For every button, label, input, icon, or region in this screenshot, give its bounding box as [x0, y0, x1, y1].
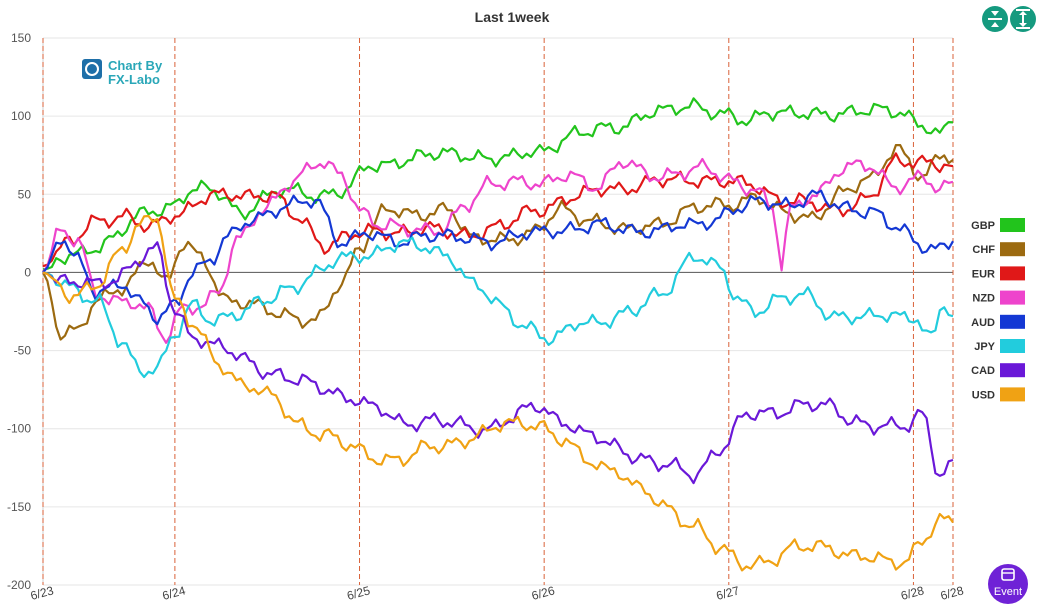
- legend-item-cad[interactable]: CAD: [971, 363, 1025, 378]
- y-tick-label: -150: [7, 500, 31, 514]
- legend-item-usd[interactable]: USD: [972, 387, 1025, 402]
- y-tick-label: 0: [24, 265, 31, 279]
- x-tick-label: 6/25: [345, 583, 371, 603]
- legend-swatch: [1000, 314, 1025, 329]
- y-tick-label: -200: [7, 578, 31, 592]
- legend-item-jpy[interactable]: JPY: [974, 339, 1025, 353]
- series-line-aud: [42, 189, 954, 326]
- legend-label: GBP: [971, 220, 995, 232]
- x-tick-label: 6/24: [161, 583, 187, 603]
- x-tick-label: 6/28: [899, 583, 925, 603]
- logo-text-line1: Chart By: [108, 58, 163, 73]
- logo-text-line2: FX-Labo: [108, 72, 160, 87]
- legend-swatch: [1000, 363, 1025, 378]
- y-tick-labels: 150 100 50 0 -50 -100 -150 -200: [7, 31, 31, 592]
- compress-vertical-button[interactable]: [982, 6, 1008, 32]
- legend-label: EUR: [972, 268, 995, 280]
- legend-label: AUD: [971, 317, 995, 329]
- legend-item-aud[interactable]: AUD: [971, 314, 1025, 329]
- series-line-cad: [42, 241, 954, 485]
- legend-swatch: [1000, 290, 1025, 305]
- x-tick-label: 6/26: [530, 583, 556, 603]
- calendar-icon: [1001, 568, 1015, 581]
- legend-item-chf[interactable]: CHF: [972, 242, 1025, 257]
- legend-swatch: [1000, 339, 1025, 353]
- legend-swatch: [1000, 387, 1025, 402]
- legend-label: NZD: [972, 293, 995, 305]
- legend: GBP CHF EUR NZD AUD JPY CAD USD: [971, 218, 1025, 402]
- legend-swatch: [1000, 266, 1025, 281]
- magnifier-icon: [85, 62, 99, 76]
- y-tick-label: 100: [11, 109, 31, 123]
- expand-vertical-button[interactable]: [1010, 6, 1036, 32]
- legend-item-gbp[interactable]: GBP: [971, 218, 1025, 232]
- y-tick-label: 50: [18, 187, 32, 201]
- y-tick-label: -50: [14, 344, 32, 358]
- legend-swatch: [1000, 242, 1025, 257]
- series-line-chf: [42, 144, 954, 341]
- logo-icon: [82, 59, 102, 79]
- legend-swatch: [1000, 218, 1025, 232]
- y-tick-label: -100: [7, 422, 31, 436]
- chart-title: Last 1week: [475, 9, 550, 25]
- legend-label: CAD: [971, 365, 995, 377]
- series-line-usd: [42, 214, 954, 572]
- event-button-label: Event: [994, 586, 1022, 598]
- x-tick-label: 6/27: [715, 583, 741, 603]
- legend-item-eur[interactable]: EUR: [972, 266, 1025, 281]
- x-tick-label: 6/23: [29, 583, 55, 603]
- chart-by-logo: Chart By FX-Labo: [82, 58, 163, 87]
- legend-item-nzd[interactable]: NZD: [972, 290, 1025, 305]
- series-line-jpy: [42, 236, 954, 379]
- y-tick-label: 150: [11, 31, 31, 45]
- legend-label: USD: [972, 389, 995, 401]
- series-lines: [42, 97, 954, 572]
- event-button[interactable]: Event: [988, 564, 1028, 604]
- x-tick-label: 6/28: [939, 583, 965, 603]
- grid: [43, 37, 953, 586]
- legend-label: CHF: [972, 244, 995, 256]
- series-line-eur: [42, 152, 954, 268]
- x-tick-labels: 6/23 6/24 6/25 6/26 6/27 6/28 6/28: [29, 583, 965, 603]
- day-separator-lines: [42, 38, 954, 585]
- series-line-gbp: [42, 97, 954, 271]
- legend-label: JPY: [974, 341, 995, 353]
- series-line-nzd: [42, 157, 954, 344]
